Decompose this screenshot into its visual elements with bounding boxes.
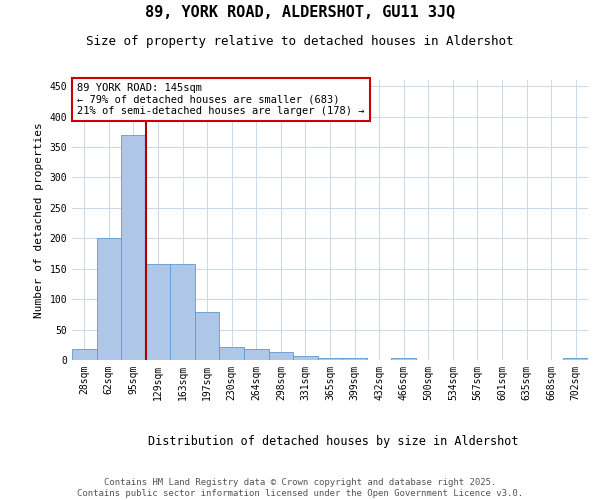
Bar — [269, 352, 293, 360]
Bar — [146, 264, 170, 360]
Text: 89, YORK ROAD, ALDERSHOT, GU11 3JQ: 89, YORK ROAD, ALDERSHOT, GU11 3JQ — [145, 5, 455, 20]
Bar — [72, 349, 97, 360]
Bar — [170, 264, 195, 360]
Bar — [244, 349, 269, 360]
Bar — [293, 356, 318, 360]
Y-axis label: Number of detached properties: Number of detached properties — [34, 122, 44, 318]
Bar — [318, 358, 342, 360]
Text: Size of property relative to detached houses in Aldershot: Size of property relative to detached ho… — [86, 35, 514, 48]
Bar — [121, 135, 146, 360]
Bar — [342, 358, 367, 360]
Text: Contains HM Land Registry data © Crown copyright and database right 2025.
Contai: Contains HM Land Registry data © Crown c… — [77, 478, 523, 498]
Bar — [195, 312, 220, 360]
Text: Distribution of detached houses by size in Aldershot: Distribution of detached houses by size … — [148, 435, 518, 448]
Bar — [97, 238, 121, 360]
Bar — [220, 347, 244, 360]
Bar — [391, 358, 416, 360]
Text: 89 YORK ROAD: 145sqm
← 79% of detached houses are smaller (683)
21% of semi-deta: 89 YORK ROAD: 145sqm ← 79% of detached h… — [77, 83, 365, 116]
Bar — [563, 358, 588, 360]
